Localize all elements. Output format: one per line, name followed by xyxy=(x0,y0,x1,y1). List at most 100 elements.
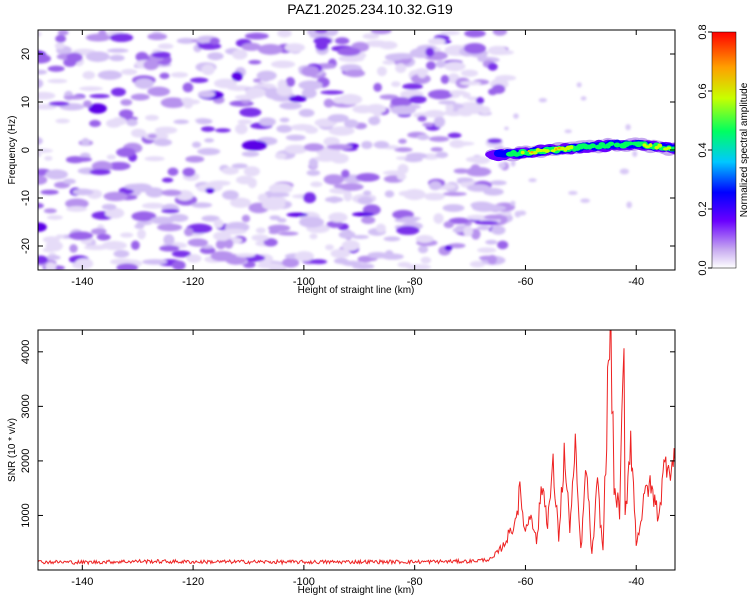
spectrogram-noise-blob xyxy=(134,78,154,89)
spectrogram-x-tick-label: -120 xyxy=(182,276,204,288)
spectrogram-noise-blob xyxy=(449,90,467,96)
spectrogram-noise-blob xyxy=(107,161,131,171)
spectrogram-noise-blob xyxy=(310,181,323,188)
spectrogram-noise-blob xyxy=(81,138,90,147)
spectrogram-noise-blob xyxy=(314,155,338,162)
spectrogram-noise-blob xyxy=(428,181,442,191)
spectrogram-noise-blob xyxy=(334,37,350,45)
spectrogram-noise-blob xyxy=(38,255,48,264)
spectrogram-noise-blob xyxy=(338,230,356,239)
spectrogram-noise-blob xyxy=(279,117,290,123)
spectrogram-noise-blob xyxy=(498,162,506,169)
spectrogram-noise-blob xyxy=(328,212,348,223)
spectrogram-noise-blob xyxy=(382,60,395,65)
spectrogram-noise-blob xyxy=(423,192,446,200)
spectrogram-noise-blob xyxy=(497,240,509,250)
snr-x-tick-label: -120 xyxy=(182,576,204,588)
spectrogram-noise-blob xyxy=(38,91,56,100)
spectrogram-noise-blob xyxy=(269,215,281,221)
spectrogram-noise-blob xyxy=(191,202,213,208)
spectrogram-noise-blob xyxy=(126,118,138,127)
spectrogram-noise-blob xyxy=(261,199,286,211)
spectrogram-noise-blob xyxy=(284,144,308,154)
spectrogram-noise-blob xyxy=(54,42,65,50)
spectrogram-noise-blob xyxy=(385,250,394,258)
spectrogram-noise-blob xyxy=(487,45,507,56)
colorbar-tick-label: 0.4 xyxy=(697,142,709,157)
spectrogram-x-tick-label: -60 xyxy=(517,276,533,288)
spectrogram-noise-blob xyxy=(163,234,175,246)
spectrogram-noise-blob xyxy=(341,169,350,178)
spectrogram-noise-blob xyxy=(328,126,355,136)
spectrogram-noise-blob xyxy=(259,73,271,82)
spectrogram-signal-cell xyxy=(530,150,534,154)
spectrogram-noise-blob xyxy=(471,228,481,240)
spectrogram-noise-blob xyxy=(130,128,147,138)
spectrogram-noise-blob xyxy=(44,155,53,161)
spectrogram-noise-blob xyxy=(314,30,328,34)
spectrogram-noise-blob xyxy=(568,191,578,195)
spectrogram-noise-blob xyxy=(382,170,406,176)
spectrogram-noise-blob xyxy=(258,117,276,127)
spectrogram-noise-blob xyxy=(425,47,435,57)
spectrogram-noise-blob xyxy=(40,189,59,195)
spectrogram-noise-blob xyxy=(384,53,404,61)
spectrogram-noise-blob xyxy=(442,204,465,212)
spectrogram-noise-blob xyxy=(323,98,334,108)
spectrogram-noise-blob xyxy=(352,105,374,114)
spectrogram-noise-blob xyxy=(277,30,292,38)
spectrogram-noise-blob xyxy=(43,208,57,214)
spectrogram-noise-blob xyxy=(580,198,591,203)
snr-x-tick-label: -140 xyxy=(71,576,93,588)
spectrogram-noise-blob xyxy=(398,190,416,197)
spectrogram-noise-blob xyxy=(357,196,374,205)
spectrogram-noise-blob xyxy=(120,232,134,238)
spectrogram-noise-blob xyxy=(464,30,486,38)
spectrogram-noise-blob xyxy=(161,177,174,183)
spectrogram-noise-blob xyxy=(230,85,245,91)
spectrogram-noise-blob xyxy=(430,147,443,152)
spectrogram-noise-blob xyxy=(63,178,76,185)
spectrogram-noise-blob xyxy=(205,187,215,194)
spectrogram-noise-blob xyxy=(248,59,262,65)
spectrogram-noise-blob xyxy=(480,204,507,212)
spectrogram-noise-blob xyxy=(180,97,193,103)
spectrogram-noise-blob xyxy=(477,54,489,63)
colorbar-tick-label: 0.2 xyxy=(697,201,709,216)
spectrogram-noise-blob xyxy=(467,96,479,101)
spectrogram-y-tick-label: -20 xyxy=(20,238,32,254)
spectrogram-noise-blob xyxy=(213,78,237,89)
spectrogram-noise-blob xyxy=(447,132,462,139)
spectrogram-noise-blob xyxy=(145,114,159,121)
spectrogram-noise-blob xyxy=(438,100,456,105)
spectrogram-noise-blob xyxy=(298,108,315,118)
spectrogram-noise-blob xyxy=(38,202,44,209)
spectrogram-noise-blob xyxy=(116,263,139,270)
spectrogram-noise-blob xyxy=(483,214,507,220)
spectrogram-noise-blob xyxy=(121,68,138,75)
spectrogram-noise-blob xyxy=(394,147,413,153)
colorbar-label: Normalized spectral amplitude xyxy=(739,82,750,217)
spectrogram-noise-blob xyxy=(398,138,407,144)
spectrogram-signal-cell xyxy=(532,150,538,155)
spectrogram-noise-blob xyxy=(97,70,123,80)
spectrogram-noise-blob xyxy=(197,147,221,156)
spectrogram-x-tick-label: -100 xyxy=(293,276,315,288)
spectrogram-noise-blob xyxy=(185,155,205,163)
spectrogram-noise-blob xyxy=(167,167,179,176)
spectrogram-noise-blob xyxy=(427,89,453,100)
spectrogram-noise-blob xyxy=(456,177,474,183)
snr-x-tick-label: -80 xyxy=(407,576,423,588)
spectrogram-noise-blob xyxy=(197,90,216,98)
spectrogram-noise-blob xyxy=(241,42,262,51)
spectrogram-noise-blob xyxy=(137,229,146,240)
snr-panel: -140 -120 -100 -80 -60 -40 1000 2000 3000 4000 H… xyxy=(7,329,676,596)
colorbar-gradient xyxy=(711,31,737,269)
spectrogram-noise-blob xyxy=(341,240,360,251)
spectrogram-noise-blob xyxy=(384,190,395,198)
spectrogram-noise-blob xyxy=(435,151,449,159)
spectrogram-noise-blob xyxy=(480,106,491,115)
spectrogram-noise-blob xyxy=(408,95,427,104)
spectrogram-noise-blob xyxy=(268,183,293,195)
